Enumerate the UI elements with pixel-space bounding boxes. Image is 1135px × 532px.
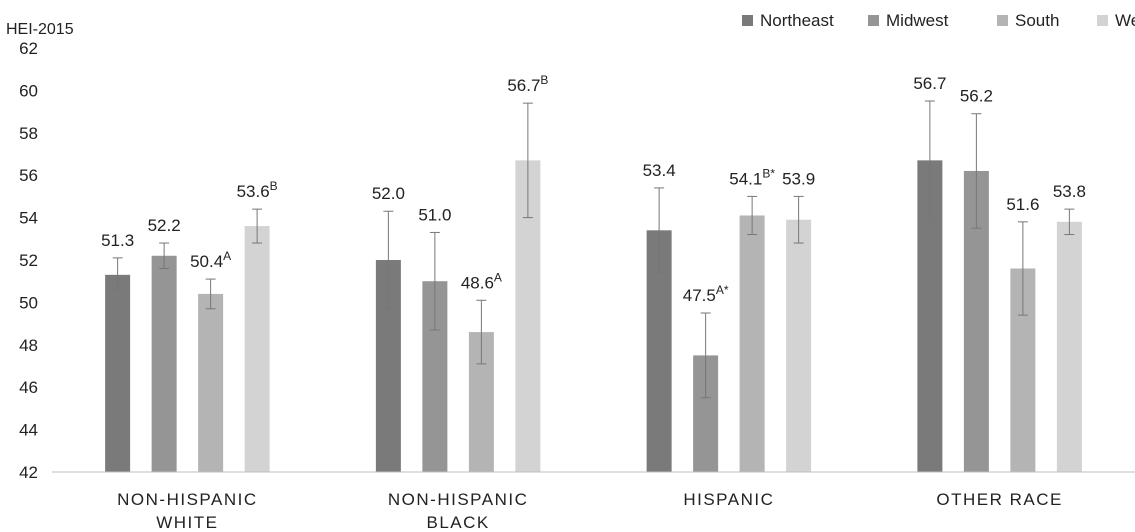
y-axis-title: HEI-2015	[6, 21, 74, 38]
value-label: 56.7B	[507, 73, 548, 95]
y-tick-label: 60	[19, 81, 38, 100]
value-label: 47.5A*	[683, 283, 729, 305]
y-tick-label: 54	[19, 209, 38, 228]
value-label: 53.6B	[237, 179, 278, 201]
y-tick-label: 42	[19, 463, 38, 482]
value-label: 53.9	[782, 169, 815, 188]
value-label-number: 56.7	[507, 76, 540, 95]
value-label: 54.1B*	[729, 166, 775, 188]
value-label-number: 53.6	[237, 182, 270, 201]
value-label: 50.4A	[190, 249, 231, 271]
y-tick-label: 44	[19, 421, 38, 440]
value-label-number: 56.2	[960, 87, 993, 106]
y-axis: 42 44 46 48 50 52 54 56 58 60 62	[19, 39, 38, 482]
category-label-line2: WHITE	[156, 513, 218, 532]
value-label: 52.0	[372, 184, 405, 203]
y-tick-label: 58	[19, 124, 38, 143]
value-label-number: 52.0	[372, 184, 405, 203]
category-label-line1: HISPANIC	[683, 490, 774, 509]
y-tick-label: 48	[19, 336, 38, 355]
value-label-number: 53.4	[643, 161, 676, 180]
value-label-number: 47.5	[683, 286, 716, 305]
value-label: 48.6A	[461, 270, 502, 292]
x-axis: NON-HISPANIC WHITE NON-HISPANIC BLACK HISPAN…	[52, 471, 1135, 532]
bars	[105, 160, 1082, 473]
legend-swatch-west	[1097, 15, 1108, 26]
y-tick-label: 62	[19, 39, 38, 58]
bar-west-2	[786, 219, 812, 472]
legend-label-midwest: Midwest	[886, 11, 949, 30]
value-label: 51.3	[101, 231, 134, 250]
value-label: 53.4	[643, 161, 676, 180]
legend-swatch-south	[997, 15, 1008, 26]
value-label-superscript: B	[270, 179, 278, 193]
category-label-line1: NON-HISPANIC	[117, 490, 257, 509]
bar-west-0	[244, 226, 270, 472]
category-label-line1: OTHER RACE	[936, 490, 1062, 509]
value-label-number: 53.8	[1053, 182, 1086, 201]
value-label-number: 51.6	[1006, 195, 1039, 214]
value-label-superscript: B*	[762, 166, 775, 180]
value-label-number: 52.2	[148, 216, 181, 235]
value-label: 51.0	[418, 205, 451, 224]
value-label-number: 53.9	[782, 169, 815, 188]
value-label-number: 51.3	[101, 231, 134, 250]
value-label: 53.8	[1053, 182, 1086, 201]
y-tick-label: 46	[19, 378, 38, 397]
y-tick-label: 56	[19, 166, 38, 185]
value-label: 56.7	[913, 74, 946, 93]
value-label: 56.2	[960, 87, 993, 106]
value-label: 52.2	[148, 216, 181, 235]
legend: Northeast Midwest South West	[742, 11, 1135, 30]
value-label-superscript: A	[223, 249, 231, 263]
bar-midwest-0	[151, 255, 177, 472]
legend-label-west: West	[1115, 11, 1135, 30]
legend-swatch-midwest	[868, 15, 879, 26]
category-label-line2: BLACK	[427, 513, 490, 532]
value-label-superscript: B	[540, 73, 548, 87]
value-label-number: 56.7	[913, 74, 946, 93]
value-labels: 51.352.053.456.752.251.047.5A*56.250.4A4…	[101, 73, 1086, 305]
value-label-number: 50.4	[190, 252, 223, 271]
legend-label-south: South	[1015, 11, 1059, 30]
value-label: 51.6	[1006, 195, 1039, 214]
value-label-number: 51.0	[418, 205, 451, 224]
bar-northeast-0	[105, 274, 131, 472]
value-label-number: 54.1	[729, 169, 762, 188]
legend-label-northeast: Northeast	[760, 11, 834, 30]
value-label-number: 48.6	[461, 273, 494, 292]
bar-south-0	[198, 293, 224, 472]
bar-west-3	[1056, 221, 1082, 472]
value-label-superscript: A	[494, 270, 502, 284]
category-label-line1: NON-HISPANIC	[388, 490, 528, 509]
bar-south-2	[739, 215, 765, 473]
legend-swatch-northeast	[742, 15, 753, 26]
value-label-superscript: A*	[716, 283, 729, 297]
error-bars	[112, 100, 1075, 399]
y-tick-label: 50	[19, 293, 38, 312]
y-tick-label: 52	[19, 251, 38, 270]
